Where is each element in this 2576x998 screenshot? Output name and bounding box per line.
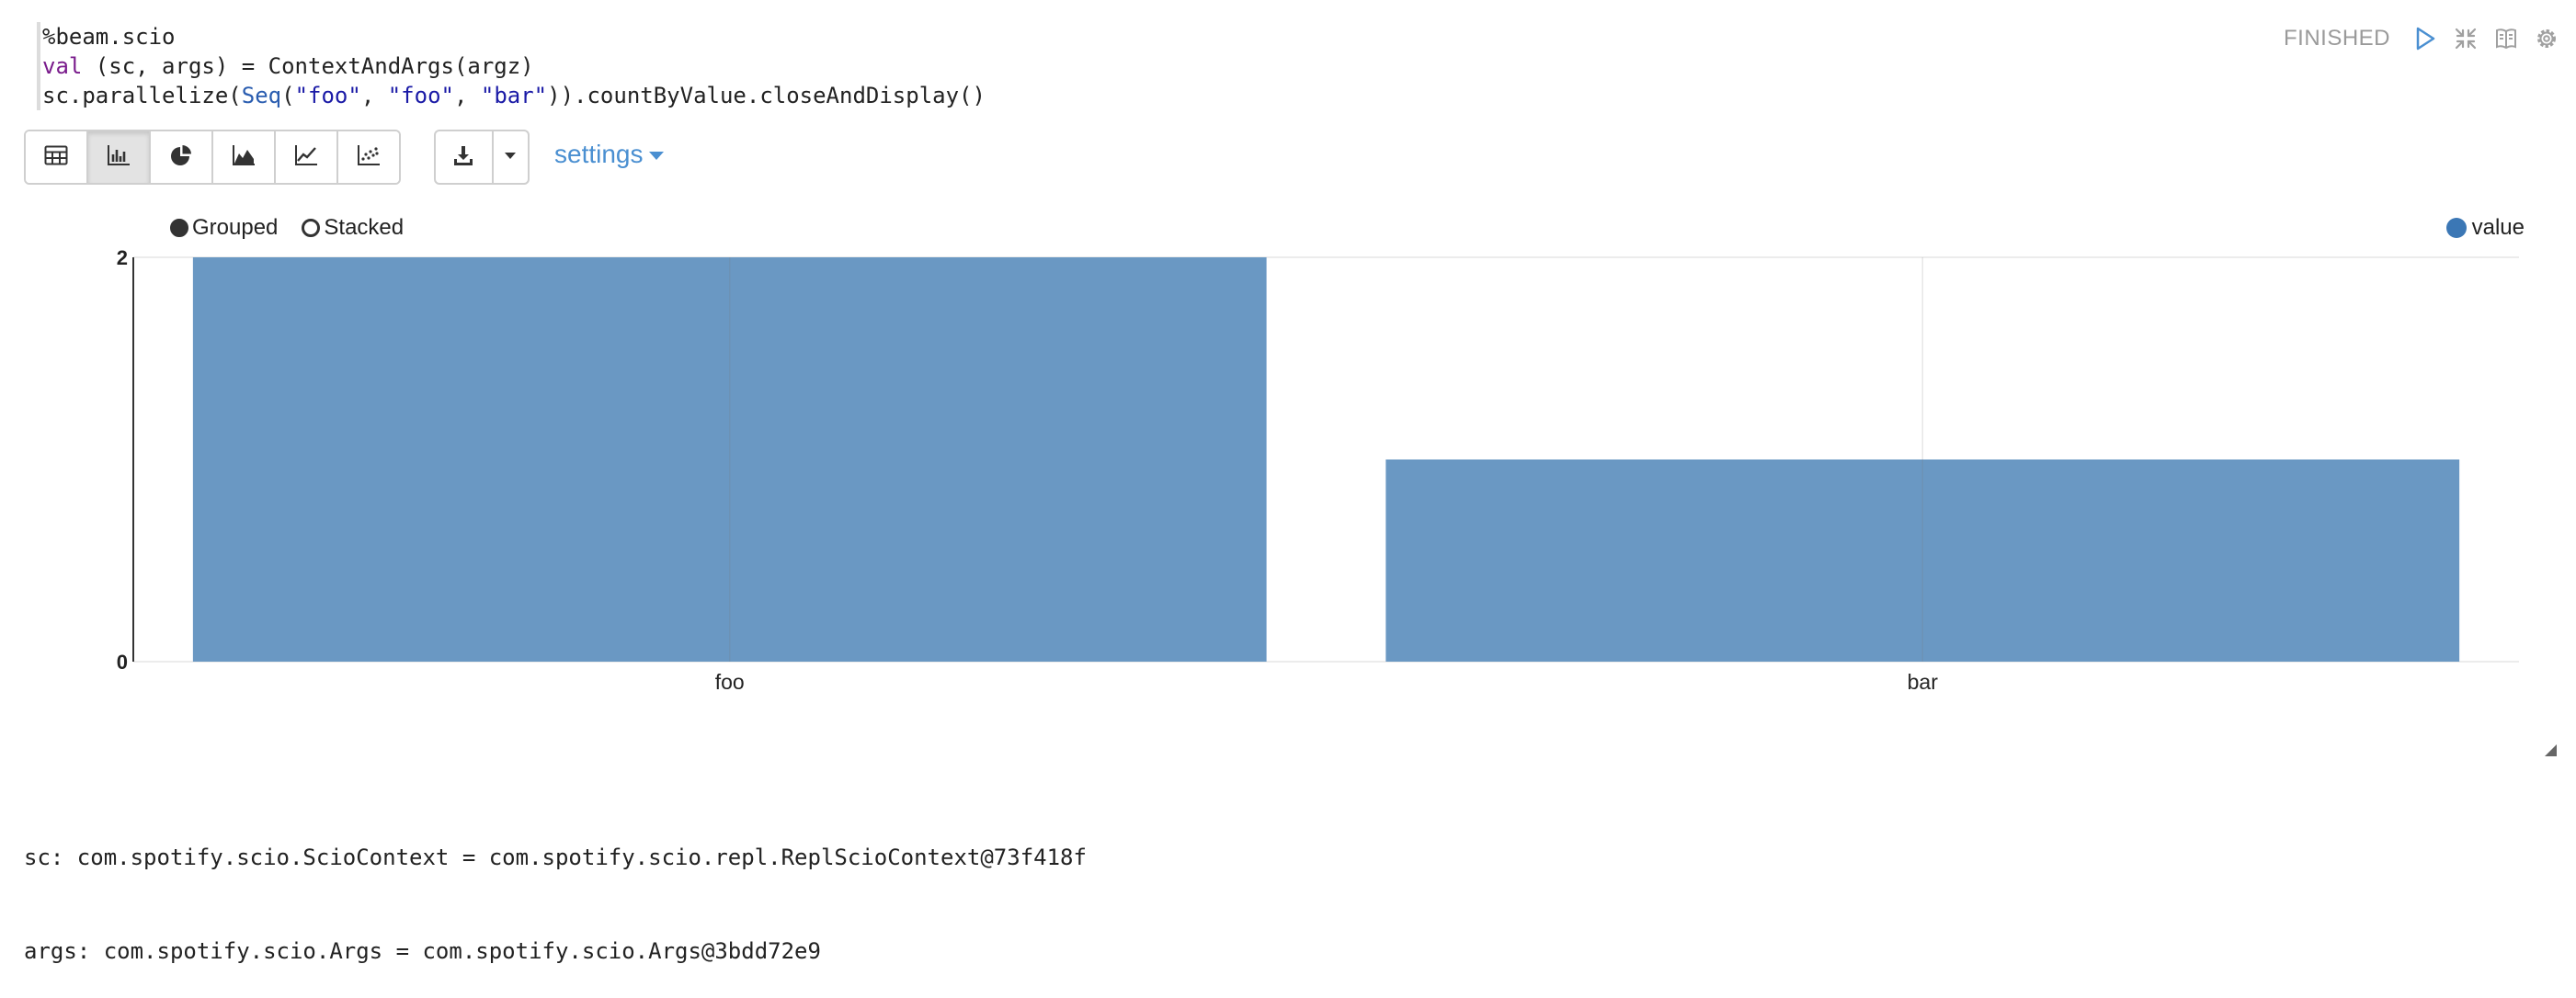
grouped-label: Grouped xyxy=(192,215,279,240)
string-literal: "foo" xyxy=(387,83,454,108)
code-text: , xyxy=(360,83,388,108)
line-chart-button[interactable] xyxy=(276,131,338,183)
grouped-radio[interactable]: Grouped xyxy=(170,215,278,241)
code-line-3: sc.parallelize(Seq("foo", "foo", "bar"))… xyxy=(40,81,2247,110)
y-tick-label: 2 xyxy=(117,246,128,269)
area-chart-icon xyxy=(232,144,256,171)
line-chart-icon xyxy=(294,144,318,171)
string-literal: "bar" xyxy=(480,83,548,108)
y-tick-label: 0 xyxy=(117,651,128,674)
output-line-1: sc: com.spotify.scio.ScioContext = com.s… xyxy=(24,845,1087,870)
bar-bar xyxy=(1385,459,2460,662)
status-text: FINISHED xyxy=(2283,26,2390,51)
table-view-button[interactable] xyxy=(26,131,88,183)
code-editor[interactable]: %beam.scio val (sc, args) = ContextAndAr… xyxy=(37,22,2247,110)
resize-handle-icon[interactable] xyxy=(2543,743,2558,757)
collapse-icon[interactable] xyxy=(2453,26,2479,51)
x-tick-label: bar xyxy=(1908,670,1939,694)
stacked-radio[interactable]: Stacked xyxy=(302,215,404,241)
table-icon xyxy=(44,145,68,170)
settings-toggle[interactable]: settings xyxy=(554,140,664,169)
download-options-dropdown[interactable] xyxy=(494,131,528,183)
settings-label: settings xyxy=(554,140,644,168)
scatter-chart-icon xyxy=(357,144,381,171)
chart-mode-controls: Grouped Stacked xyxy=(170,215,404,241)
code-text: sc.parallelize( xyxy=(42,83,242,108)
radio-unselected-icon xyxy=(302,219,321,237)
pie-chart-button[interactable] xyxy=(151,131,213,183)
code-text: , xyxy=(453,83,481,108)
series-legend[interactable]: value xyxy=(2445,215,2525,241)
book-icon[interactable] xyxy=(2493,26,2519,51)
type-seq: Seq xyxy=(241,83,282,108)
series-color-dot xyxy=(2445,218,2467,238)
series-legend-label: value xyxy=(2471,215,2525,240)
caret-down-icon xyxy=(648,152,664,160)
download-icon xyxy=(452,144,474,171)
paragraph-status-bar: FINISHED xyxy=(2284,22,2559,55)
keyword-val: val xyxy=(42,53,83,79)
stacked-label: Stacked xyxy=(324,215,405,240)
code-text: )).countByValue.closeAndDisplay() xyxy=(547,83,986,108)
code-text: (sc, args) = ContextAndArgs(argz) xyxy=(82,53,534,79)
bar-foo xyxy=(192,257,1267,662)
bar-chart-icon xyxy=(107,144,131,171)
code-text: %beam.scio xyxy=(42,24,176,50)
run-icon[interactable] xyxy=(2412,26,2438,51)
scatter-chart-button[interactable] xyxy=(338,131,399,183)
gear-icon[interactable] xyxy=(2534,26,2559,51)
string-literal: "foo" xyxy=(294,83,361,108)
x-tick-label: foo xyxy=(715,670,745,694)
download-button[interactable] xyxy=(436,131,494,183)
chart-type-toolbar xyxy=(24,130,401,185)
bar-chart-button[interactable] xyxy=(88,131,151,183)
bar-chart: 0 2 foo bar xyxy=(117,246,2519,694)
code-text: ( xyxy=(281,83,295,108)
code-line-1: %beam.scio xyxy=(40,22,2247,51)
area-chart-button[interactable] xyxy=(213,131,276,183)
output-line-2: args: com.spotify.scio.Args = com.spotif… xyxy=(24,938,821,964)
download-button-group xyxy=(434,130,530,185)
pie-chart-icon xyxy=(169,143,193,172)
radio-selected-icon xyxy=(170,219,188,237)
code-line-2: val (sc, args) = ContextAndArgs(argz) xyxy=(40,51,2247,81)
paragraph-output: sc: com.spotify.scio.ScioContext = com.s… xyxy=(24,779,1087,998)
caret-down-icon xyxy=(504,149,517,165)
